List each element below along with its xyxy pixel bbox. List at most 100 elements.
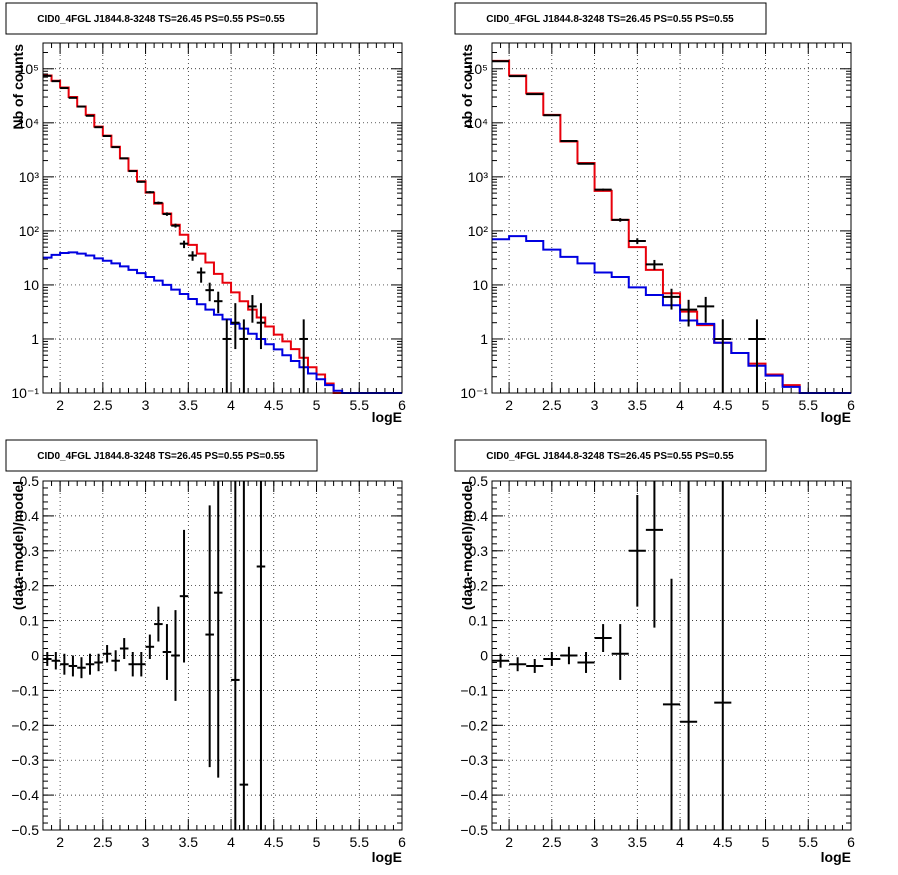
y-tick-label: 0.5: [469, 473, 489, 489]
x-tick-label: 2: [56, 397, 64, 413]
x-tick-label: 6: [398, 834, 406, 850]
data-point: [128, 170, 138, 173]
x-tick-label: 3: [591, 834, 599, 850]
panel-3-data-points: [43, 481, 266, 830]
x-tick-label: 5.5: [350, 397, 370, 413]
data-point: [239, 319, 249, 393]
data-point: [222, 319, 232, 393]
data-point: [154, 201, 163, 205]
data-point: [162, 212, 172, 216]
panel-2-plot: 2 2.5 3 3.5 4 4.5 5 5.5 6 10⁻¹ 1 10 10² 10³ 10⁴ 10⁵: [460, 42, 855, 413]
x-tick-label: 2.5: [93, 834, 113, 850]
data-point: [43, 74, 52, 77]
y-tick-label: 0.2: [469, 578, 489, 594]
data-point: [594, 624, 612, 653]
x-tick-label: 4: [676, 397, 684, 413]
y-tick-label: 10: [23, 277, 39, 293]
y-tick-label: 10⁵: [18, 61, 39, 77]
data-point: [111, 650, 120, 672]
y-tick-label: 0.4: [469, 508, 489, 524]
data-point: [577, 652, 595, 673]
y-tick-label: 0: [31, 648, 39, 664]
x-tick-label: 5.5: [350, 834, 370, 850]
data-point: [154, 606, 163, 642]
data-point: [60, 87, 69, 90]
data-point: [509, 657, 527, 672]
data-point: [77, 657, 86, 679]
panel-3-ylabel: (data-model)/model: [10, 481, 26, 610]
data-point: [645, 259, 663, 270]
panel-2-title: CID0_4FGL J1844.8-3248 TS=26.45 PS=0.55 …: [486, 14, 734, 25]
panel-4-title-box: CID0_4FGL J1844.8-3248 TS=26.45 PS=0.55 …: [454, 439, 767, 472]
y-tick-label: 10⁴: [466, 115, 488, 131]
y-tick-label: −0.1: [11, 682, 39, 698]
data-point: [714, 319, 732, 393]
data-point: [137, 652, 146, 677]
panel-2-histogram-background: [492, 235, 851, 394]
panel-1-histogram-background: [43, 251, 402, 394]
y-tick-label: −0.5: [460, 822, 488, 838]
data-point: [119, 638, 129, 659]
panel-4-plot: 2 2.5 3 3.5 4 4.5 5 5.5 6 −0.5 −0.4 −0.3 −0.2 −0.1 0 0.…: [460, 473, 855, 850]
y-tick-label: 10⁴: [17, 115, 39, 131]
data-point: [94, 126, 103, 129]
data-point: [560, 646, 578, 665]
y-tick-label: 0.1: [20, 613, 40, 629]
x-tick-label: 6: [847, 397, 855, 413]
data-point: [256, 481, 266, 830]
panel-4-frame: [491, 480, 852, 831]
y-tick-label: −0.2: [460, 717, 488, 733]
y-tick-label: −0.4: [11, 787, 39, 803]
data-point: [748, 319, 766, 393]
y-tick-label: −0.3: [460, 752, 488, 768]
y-tick-label: 0.5: [20, 473, 40, 489]
data-point: [213, 481, 223, 778]
x-tick-label: 3.5: [179, 834, 199, 850]
y-tick-label: 10²: [19, 223, 40, 239]
y-tick-label: 0.4: [20, 508, 40, 524]
x-tick-label: 5: [762, 834, 770, 850]
y-tick-label: 10⁻¹: [460, 385, 488, 401]
panel-3-plot: 2 2.5 3 3.5 4 4.5 5 5.5 6 −0.5 −0.4 −0.3 −0.2 −0.1 0 0.…: [11, 473, 406, 850]
x-tick-label: 4.5: [713, 834, 733, 850]
data-point: [94, 653, 103, 672]
data-point: [85, 653, 95, 675]
data-point: [680, 299, 698, 327]
y-tick-label: 10³: [468, 169, 489, 185]
panel-3-title-box: CID0_4FGL J1844.8-3248 TS=26.45 PS=0.55 …: [5, 439, 318, 472]
data-point: [171, 610, 180, 701]
x-tick-label: 4.5: [264, 834, 284, 850]
data-point: [188, 251, 197, 261]
data-point: [611, 218, 629, 222]
data-point: [714, 481, 732, 830]
data-point: [102, 645, 112, 663]
panel-2-ylabel: nb of counts: [459, 44, 475, 128]
x-tick-label: 4.5: [713, 397, 733, 413]
panel-4-data-points: [492, 481, 732, 830]
x-tick-label: 5: [313, 397, 321, 413]
x-tick-label: 4.5: [264, 397, 284, 413]
x-tick-label: 2: [505, 834, 513, 850]
data-point: [145, 634, 155, 659]
x-tick-label: 4: [676, 834, 684, 850]
y-tick-label: 10: [472, 277, 488, 293]
data-point: [179, 240, 189, 249]
data-point: [662, 578, 681, 830]
data-point: [77, 105, 86, 108]
x-tick-label: 3: [142, 834, 150, 850]
data-point: [645, 481, 663, 628]
data-point: [145, 191, 155, 194]
panel-1-plot: 2 2.5 3 3.5 4 4.5 5 5.5 6 10⁻¹ 1 10 10² 10³ 10⁴ 10⁵: [11, 42, 406, 413]
data-point: [43, 652, 52, 666]
panel-3-xlabel: logE: [372, 849, 402, 865]
y-tick-label: 0: [480, 648, 488, 664]
data-point: [492, 653, 510, 668]
data-point: [239, 481, 249, 830]
x-tick-label: 2.5: [542, 834, 562, 850]
data-point: [594, 188, 612, 191]
data-point: [543, 652, 561, 666]
panel-2-title-box: CID0_4FGL J1844.8-3248 TS=26.45 PS=0.55 …: [454, 2, 767, 35]
data-point: [560, 140, 578, 143]
data-point: [662, 288, 681, 310]
